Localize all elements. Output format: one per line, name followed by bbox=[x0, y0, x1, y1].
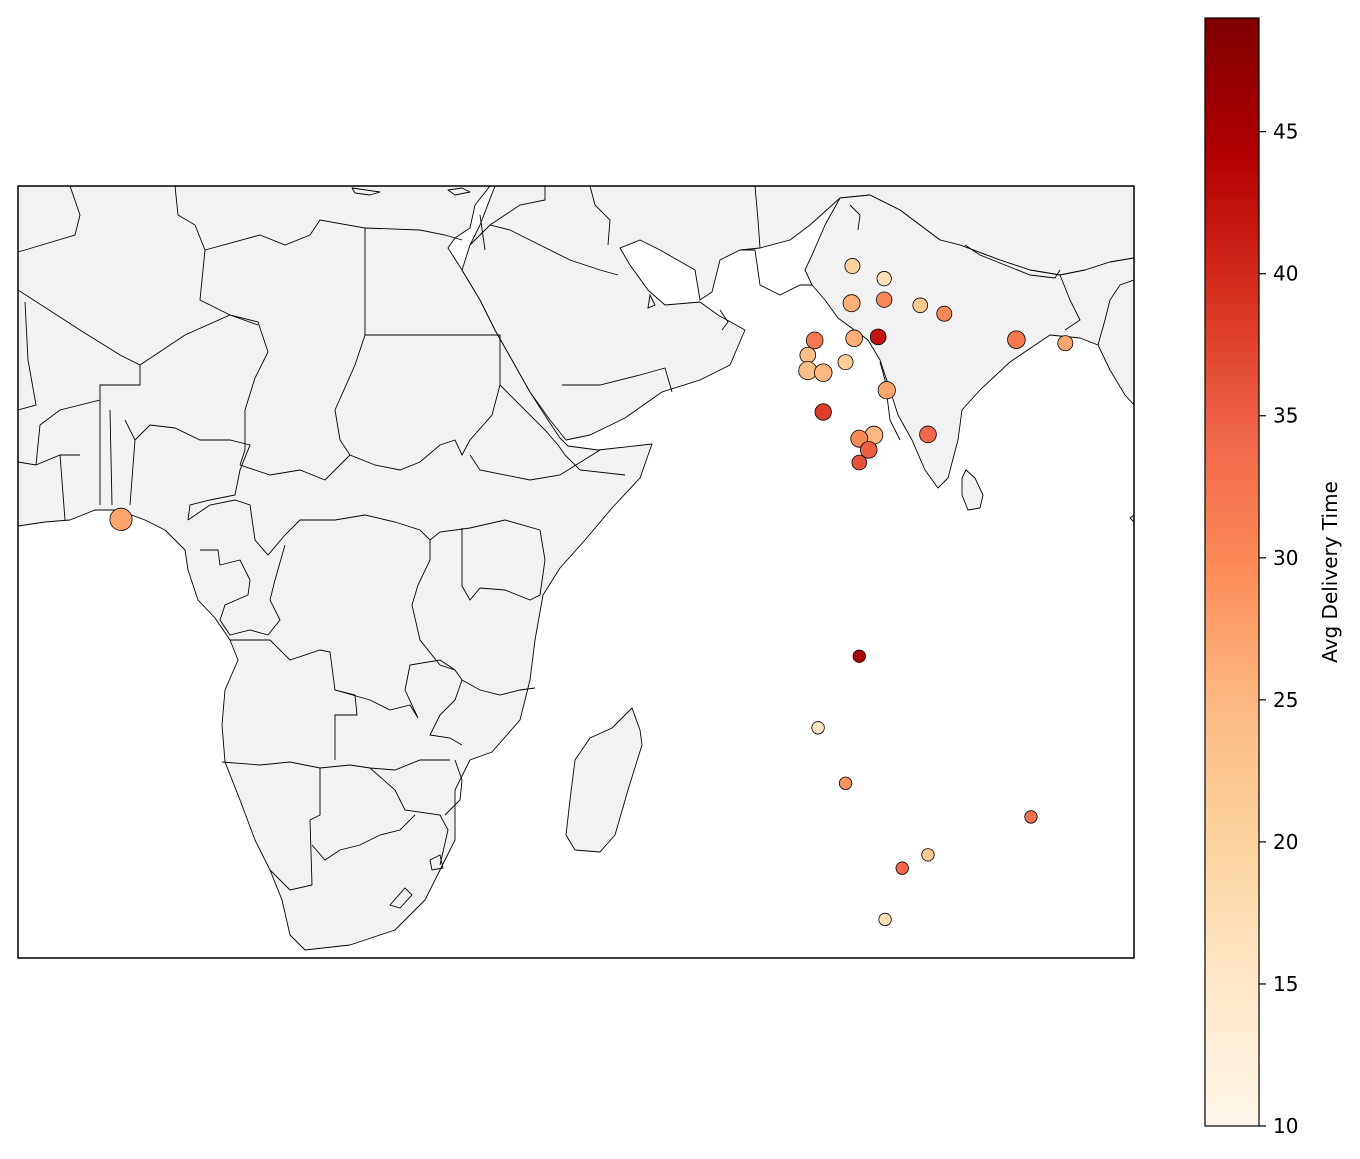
delivery-point bbox=[109, 507, 133, 531]
colorbar-ticks: 10 15 20 25 30 35 40 45 bbox=[1259, 120, 1298, 1138]
southeast-asia-edge bbox=[1129, 514, 1134, 523]
land-layer bbox=[18, 186, 1134, 951]
delivery-point bbox=[837, 354, 854, 371]
delivery-point bbox=[798, 361, 818, 381]
delivery-point bbox=[876, 291, 893, 308]
sri-lanka bbox=[961, 469, 984, 511]
delivery-point bbox=[912, 297, 929, 314]
colorbar-tick-label: 25 bbox=[1273, 688, 1298, 712]
india-landmass bbox=[804, 194, 1134, 489]
colorbar-tick-label: 30 bbox=[1273, 546, 1298, 570]
mediterranean-islands bbox=[351, 187, 471, 196]
delivery-point bbox=[878, 912, 892, 927]
map-frame bbox=[17, 185, 1135, 959]
colorbar-label: Avg Delivery Time bbox=[1318, 481, 1342, 663]
delivery-point bbox=[1007, 330, 1026, 349]
delivery-point bbox=[877, 381, 896, 400]
delivery-point bbox=[811, 721, 825, 735]
delivery-point bbox=[1024, 810, 1038, 824]
colorbar-tick-label: 20 bbox=[1273, 830, 1298, 854]
country-borders bbox=[18, 186, 1134, 909]
delivery-point bbox=[799, 346, 817, 364]
colorbar-gradient bbox=[1204, 17, 1260, 1127]
delivery-point bbox=[876, 271, 892, 287]
delivery-point bbox=[895, 861, 909, 875]
delivery-points bbox=[109, 258, 1074, 927]
delivery-point bbox=[1057, 335, 1074, 352]
colorbar-tick-label: 10 bbox=[1273, 1114, 1298, 1138]
delivery-point bbox=[838, 776, 853, 790]
delivery-point bbox=[919, 425, 937, 444]
colorbar: 10 15 20 25 30 35 40 45 Avg Delivery Time bbox=[1204, 17, 1342, 1138]
delivery-point bbox=[845, 329, 863, 348]
colorbar-tick-label: 45 bbox=[1273, 120, 1298, 144]
delivery-point bbox=[921, 848, 935, 862]
delivery-point bbox=[805, 331, 824, 350]
delivery-point bbox=[851, 454, 868, 471]
delivery-point bbox=[814, 403, 832, 421]
delivery-point bbox=[869, 328, 887, 346]
delivery-point bbox=[814, 363, 833, 382]
delivery-point bbox=[936, 305, 953, 322]
delivery-point bbox=[852, 649, 866, 663]
delivery-point bbox=[842, 294, 861, 313]
colorbar-tick-label: 35 bbox=[1273, 404, 1298, 428]
colorbar-tick-label: 40 bbox=[1273, 262, 1298, 286]
delivery-point bbox=[844, 258, 861, 274]
colorbar-tick-label: 15 bbox=[1273, 972, 1298, 996]
delivery-point bbox=[859, 441, 878, 459]
madagascar bbox=[565, 707, 643, 853]
